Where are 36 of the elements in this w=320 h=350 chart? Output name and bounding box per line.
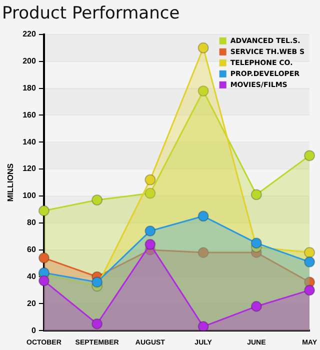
y-tick-label: 0: [31, 326, 36, 335]
y-tick-label: 100: [22, 191, 36, 200]
y-tick-label: 160: [22, 110, 36, 120]
point: [198, 85, 209, 96]
y-tick-label: 180: [22, 83, 36, 92]
point: [144, 225, 156, 236]
chart-title: Product Performance: [2, 4, 180, 24]
point: [304, 150, 316, 162]
point: [198, 247, 209, 258]
point: [250, 189, 262, 200]
y-tick-label: 20: [27, 298, 36, 308]
point: [92, 194, 103, 206]
point: [144, 238, 156, 250]
point: [38, 205, 50, 216]
point: [38, 252, 50, 264]
point: [304, 256, 316, 268]
point: [198, 210, 209, 222]
point: [250, 238, 262, 249]
point: [38, 275, 50, 286]
point: [304, 247, 316, 258]
point: [304, 284, 316, 296]
y-tick-label: 40: [27, 272, 36, 281]
point: [92, 276, 103, 288]
point: [144, 188, 156, 199]
y-tick-label: 140: [22, 137, 36, 146]
y-tick-label: 80: [27, 218, 36, 228]
y-tick-label: 60: [27, 245, 36, 254]
y-tick-label: 120: [22, 164, 36, 174]
y-axis-title: MILLIONS: [6, 162, 16, 202]
point: [144, 174, 156, 186]
point: [198, 42, 209, 54]
y-tick-label: 200: [22, 56, 36, 66]
point: [92, 318, 103, 330]
y-tick-label: 220: [22, 30, 36, 39]
point: [198, 321, 209, 331]
point: [250, 300, 262, 312]
